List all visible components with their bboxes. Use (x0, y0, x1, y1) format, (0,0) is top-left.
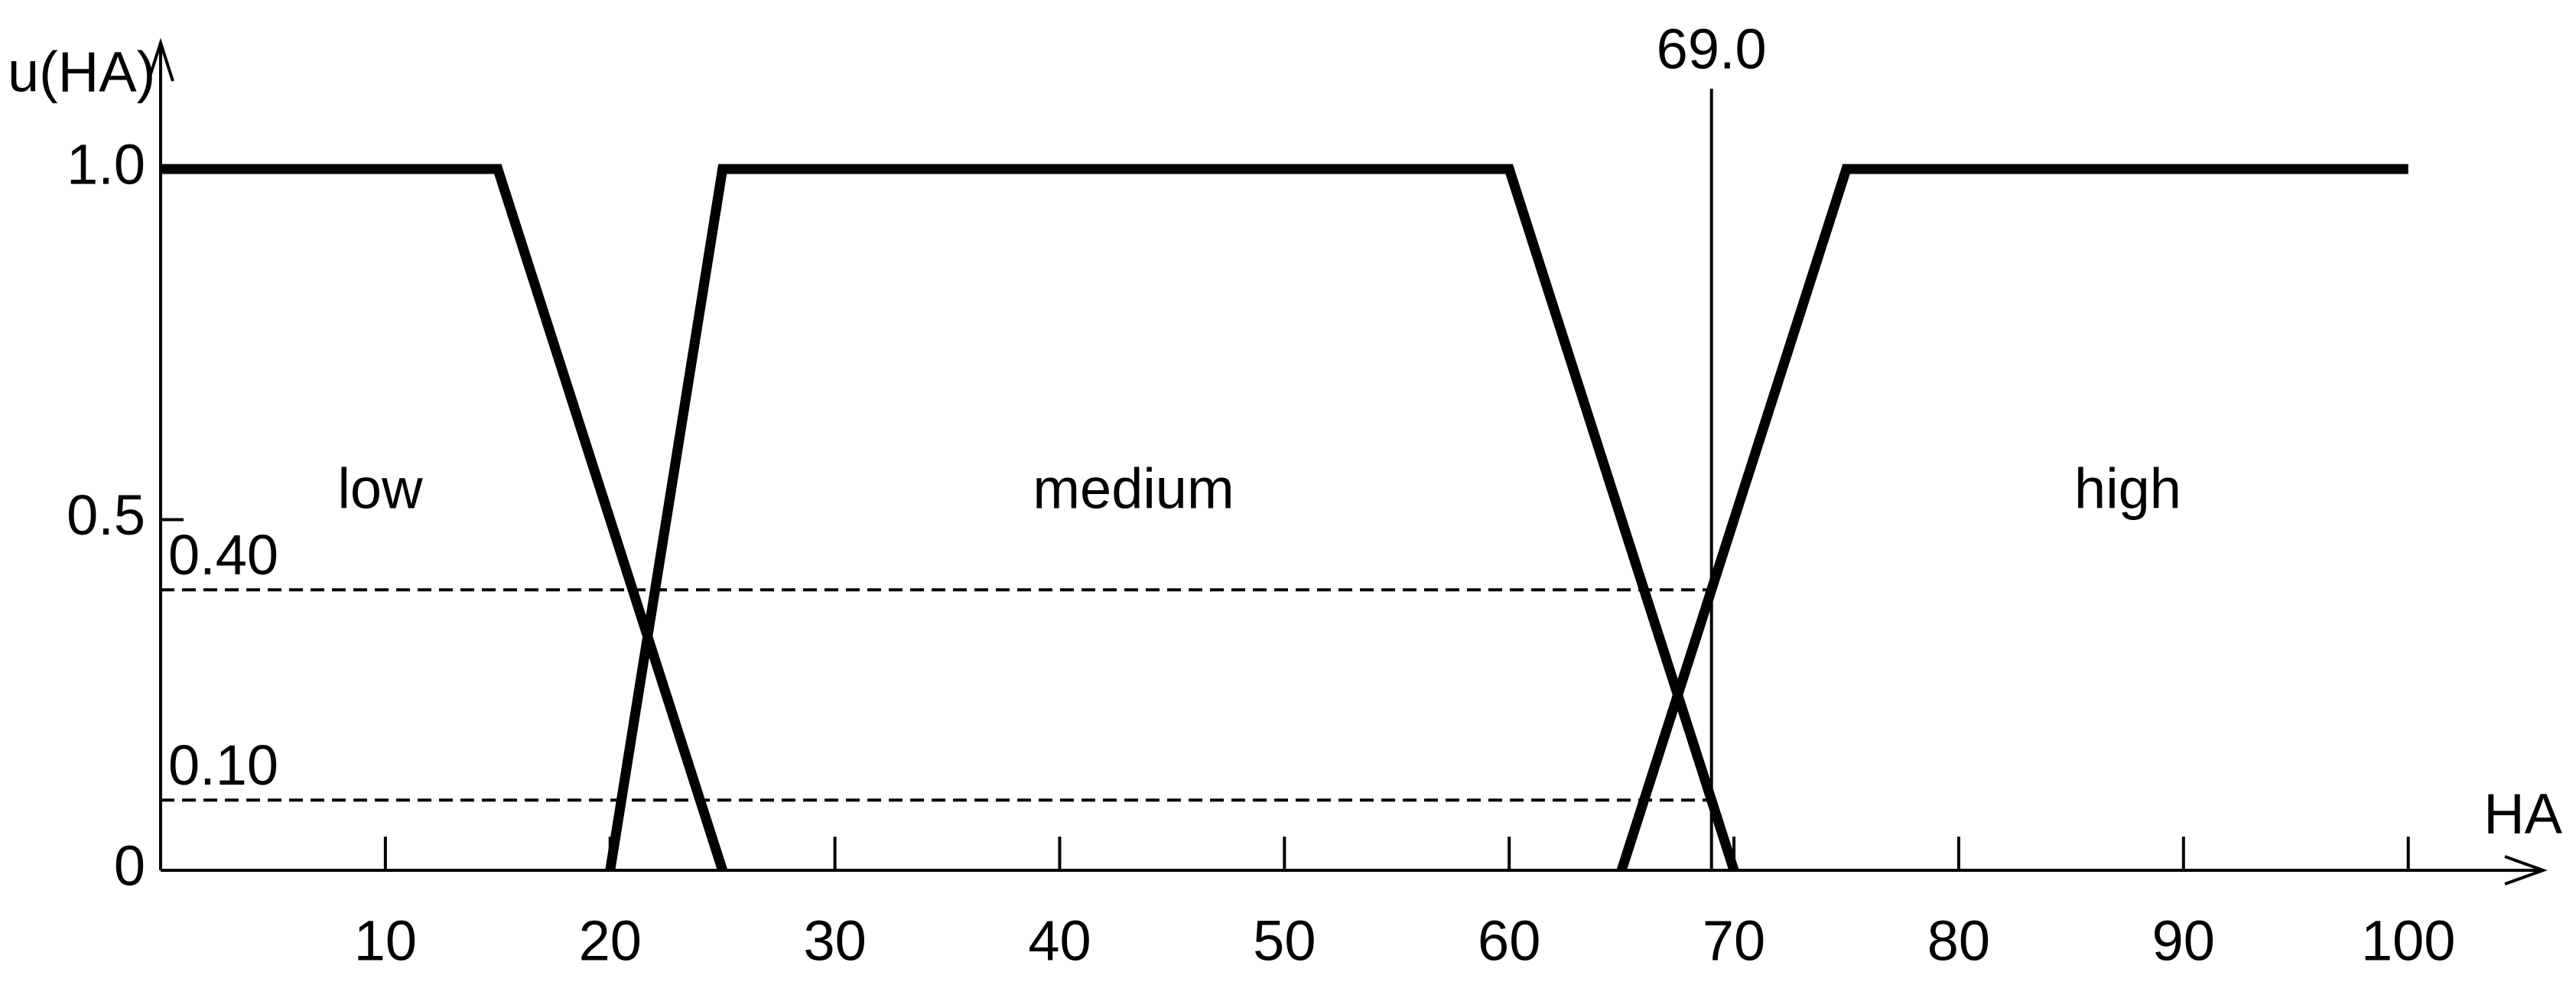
membership-line (1616, 164, 2408, 872)
series-label: medium (1033, 457, 1234, 521)
x-tick-label: 50 (1253, 909, 1316, 973)
reference-label: 0.10 (168, 733, 278, 797)
x-tick-label: 20 (579, 909, 642, 973)
x-tick-label: 70 (1703, 909, 1765, 973)
x-tick-label: 100 (2361, 909, 2455, 973)
x-tick-label: 30 (803, 909, 866, 973)
series-label: low (337, 457, 423, 521)
reference-label: 69.0 (1657, 18, 1767, 81)
series-label: high (2074, 457, 2181, 521)
y-tick-label: 1.0 (67, 133, 145, 197)
y-tick-label: 0.5 (67, 483, 145, 547)
reference-label: 0.40 (168, 523, 278, 587)
x-tick-label: 10 (354, 909, 417, 973)
x-tick-label: 90 (2152, 909, 2215, 973)
y-tick-label: 0 (114, 834, 145, 898)
y-axis-arrow (147, 37, 174, 82)
x-axis-label: HA (2483, 782, 2562, 846)
membership-line (605, 164, 1739, 872)
x-axis-arrow (2504, 855, 2548, 886)
x-tick-label: 60 (1478, 909, 1540, 973)
y-axis-label: u(HA) (8, 41, 155, 104)
x-tick-label: 80 (1927, 909, 1990, 973)
x-tick-label: 40 (1028, 909, 1091, 973)
